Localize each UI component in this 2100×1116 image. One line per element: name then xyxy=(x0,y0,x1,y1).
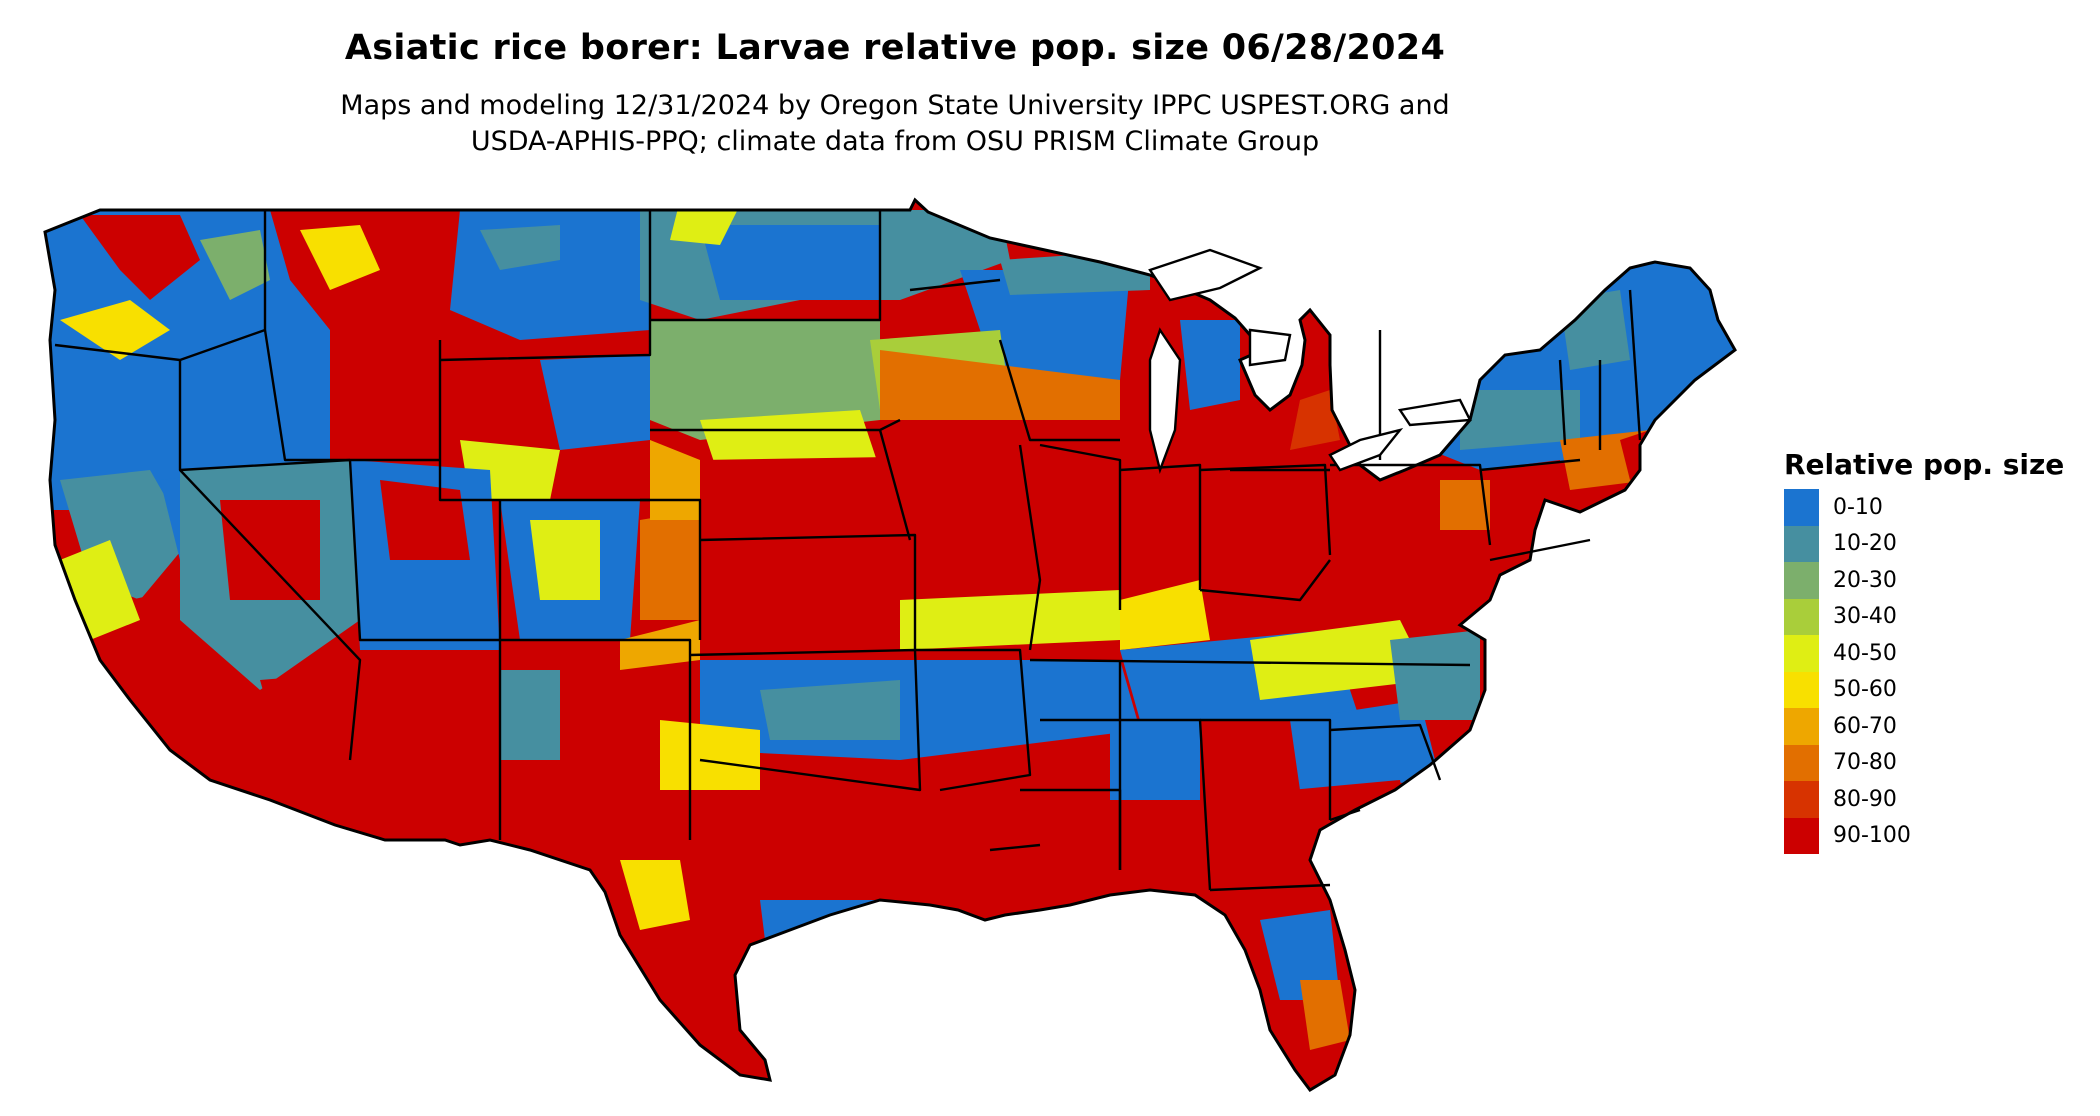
legend: Relative pop. size 0-10 10-20 20-30 30-40 40… xyxy=(1784,448,2084,854)
legend-item: 50-60 xyxy=(1784,671,2084,708)
legend-label: 40-50 xyxy=(1833,640,1897,666)
legend-item: 90-100 xyxy=(1784,817,2084,854)
subtitle-line-1: Maps and modeling 12/31/2024 by Oregon S… xyxy=(340,90,1450,121)
legend-swatch xyxy=(1784,817,1819,854)
legend-item: 10-20 xyxy=(1784,525,2084,562)
legend-item: 30-40 xyxy=(1784,598,2084,635)
legend-swatch xyxy=(1784,671,1819,708)
legend-label: 60-70 xyxy=(1833,713,1897,739)
legend-label: 10-20 xyxy=(1833,531,1897,557)
legend-item: 80-90 xyxy=(1784,781,2084,818)
legend-item: 60-70 xyxy=(1784,708,2084,745)
legend-label: 90-100 xyxy=(1833,823,1911,849)
legend-swatch xyxy=(1784,562,1819,599)
great-lakes xyxy=(1148,248,1472,475)
subtitle-line-2: USDA-APHIS-PPQ; climate data from OSU PR… xyxy=(470,126,1320,157)
legend-swatch xyxy=(1784,635,1819,672)
legend-title: Relative pop. size xyxy=(1784,448,2065,481)
state-borders xyxy=(54,210,1642,892)
map-title: Asiatic rice borer: Larvae relative pop.… xyxy=(344,28,1446,68)
legend-swatch xyxy=(1784,744,1819,781)
legend-label: 30-40 xyxy=(1833,604,1897,630)
legend-label: 50-60 xyxy=(1833,677,1897,703)
legend-label: 20-30 xyxy=(1833,567,1897,593)
legend-swatch xyxy=(1784,708,1819,745)
legend-swatch xyxy=(1784,781,1819,818)
legend-item: 70-80 xyxy=(1784,744,2084,781)
legend-swatch xyxy=(1784,598,1819,635)
legend-swatch xyxy=(1784,489,1819,526)
legend-items: 0-10 10-20 20-30 30-40 40-50 50-60 60-70 70-80 8… xyxy=(1784,489,2084,854)
legend-label: 70-80 xyxy=(1833,750,1897,776)
legend-label: 80-90 xyxy=(1833,786,1897,812)
legend-label: 0-10 xyxy=(1833,494,1883,520)
legend-item: 0-10 xyxy=(1784,489,2084,526)
legend-item: 40-50 xyxy=(1784,635,2084,672)
us-population-map xyxy=(43,198,1737,1092)
legend-item: 20-30 xyxy=(1784,562,2084,599)
map-subtitle: Maps and modeling 12/31/2024 by Oregon S… xyxy=(0,88,1790,160)
legend-swatch xyxy=(1784,525,1819,562)
